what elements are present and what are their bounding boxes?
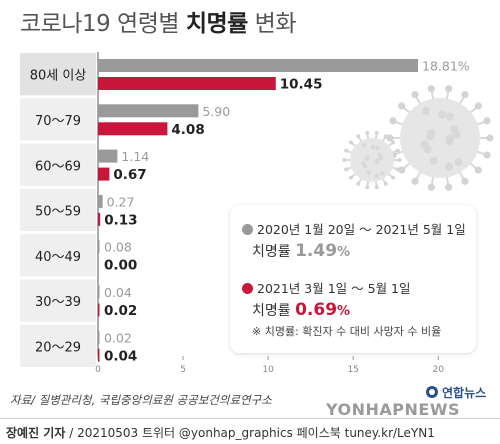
bar-period-2 bbox=[98, 348, 100, 362]
x-tick-label: 10 bbox=[262, 365, 274, 375]
yonhap-logo: 연합뉴스 YONHAPNEWS bbox=[318, 384, 494, 420]
legend-rate-2-value: 0.69 bbox=[295, 300, 338, 320]
age-label-bg bbox=[20, 324, 96, 368]
virus-particle-icon bbox=[342, 130, 402, 190]
data-label-period-2: 0.67 bbox=[113, 167, 146, 183]
legend-box: 2020년 1월 20일 ～ 2021년 5월 1일 치명률 1.49% 202… bbox=[230, 205, 476, 353]
data-label-period-2: 0.04 bbox=[104, 348, 137, 364]
age-group-label: 50～59 bbox=[35, 205, 81, 220]
age-group-label: 70～79 bbox=[35, 114, 81, 129]
age-group-label: 20～29 bbox=[35, 340, 81, 355]
credit-line: 장예진 기자 / 20210503 트위터 @yonhap_graphics 페… bbox=[6, 426, 435, 440]
virus-illustration bbox=[342, 85, 494, 191]
virus-particle-icon bbox=[386, 85, 494, 191]
data-label-period-2: 10.45 bbox=[280, 77, 323, 93]
bar-period-2 bbox=[98, 303, 100, 317]
bar-period-1 bbox=[98, 285, 100, 299]
footer: 장예진 기자 / 20210503 트위터 @yonhap_graphics 페… bbox=[0, 418, 500, 444]
bar-period-2 bbox=[98, 212, 101, 226]
bar-period-1 bbox=[98, 240, 100, 254]
bar-chart: 80세 이상 70～79 60～69 50～59 40～49 30～39 20～29 0 5 1… bbox=[20, 52, 494, 375]
data-label-period-1: 0.04 bbox=[104, 285, 132, 300]
age-label-bg bbox=[20, 188, 96, 232]
logo-english: YONHAPNEWS bbox=[326, 400, 460, 419]
bar-period-2 bbox=[98, 77, 276, 90]
bar-period-1 bbox=[98, 149, 118, 163]
x-tick-label: 20 bbox=[433, 365, 445, 375]
chart-title: 코로나19 연령별 치명률 변화 bbox=[20, 11, 296, 37]
data-label-period-1: 1.14 bbox=[121, 149, 149, 164]
age-group-label: 60～69 bbox=[35, 159, 81, 174]
age-label-bg bbox=[20, 234, 96, 277]
age-group-label: 40～49 bbox=[35, 250, 81, 265]
data-label-period-2: 0.02 bbox=[104, 303, 137, 319]
x-tick-label: 15 bbox=[347, 365, 358, 375]
gray-dot-icon bbox=[242, 224, 253, 235]
data-label-period-2: 0.13 bbox=[104, 212, 137, 228]
legend-rate-1-value: 1.49 bbox=[295, 241, 338, 261]
red-dot-icon bbox=[242, 283, 253, 294]
legend-item-period-2: 2021년 3월 1일 ～ 5월 1일 bbox=[242, 278, 411, 297]
data-label-period-1: 0.27 bbox=[107, 194, 135, 209]
data-label-period-1: 0.02 bbox=[104, 330, 132, 345]
data-label-period-2: 4.08 bbox=[171, 122, 204, 138]
age-group-label: 80세 이상 bbox=[30, 69, 87, 84]
legend-rate-2: 치명률 0.69% bbox=[252, 300, 351, 320]
bar-period-2 bbox=[98, 122, 168, 136]
data-label-period-2: 0.00 bbox=[104, 258, 137, 274]
logo-korean: 연합뉴스 bbox=[442, 386, 487, 400]
age-label-bg bbox=[20, 98, 96, 141]
age-label-bg bbox=[20, 53, 96, 96]
bar-period-2 bbox=[98, 167, 110, 181]
legend-item-period-1: 2020년 1월 20일 ～ 2021년 5월 1일 bbox=[242, 219, 466, 238]
definition-note: ※ 치명률: 확진자 수 대비 사망자 수 비율 bbox=[252, 325, 442, 338]
bar-period-1 bbox=[98, 104, 199, 118]
data-label-period-1: 0.08 bbox=[104, 240, 132, 255]
age-group-label: 30～39 bbox=[35, 295, 81, 310]
legend-rate-1: 치명률 1.49% bbox=[252, 241, 351, 261]
bar-period-1 bbox=[98, 194, 103, 208]
bar-period-1 bbox=[98, 59, 418, 72]
data-label-period-1: 5.90 bbox=[202, 104, 230, 119]
age-label-bg bbox=[20, 279, 96, 322]
x-tick-label: 5 bbox=[180, 365, 186, 375]
data-label-period-1: 18.81% bbox=[422, 59, 470, 74]
age-label-bg bbox=[20, 143, 96, 186]
source-text: 자료/ 질병관리청, 국립중앙의료원 공공보건의료연구소 bbox=[10, 393, 272, 407]
bar-period-1 bbox=[98, 330, 100, 344]
x-tick-label: 0 bbox=[95, 365, 101, 375]
